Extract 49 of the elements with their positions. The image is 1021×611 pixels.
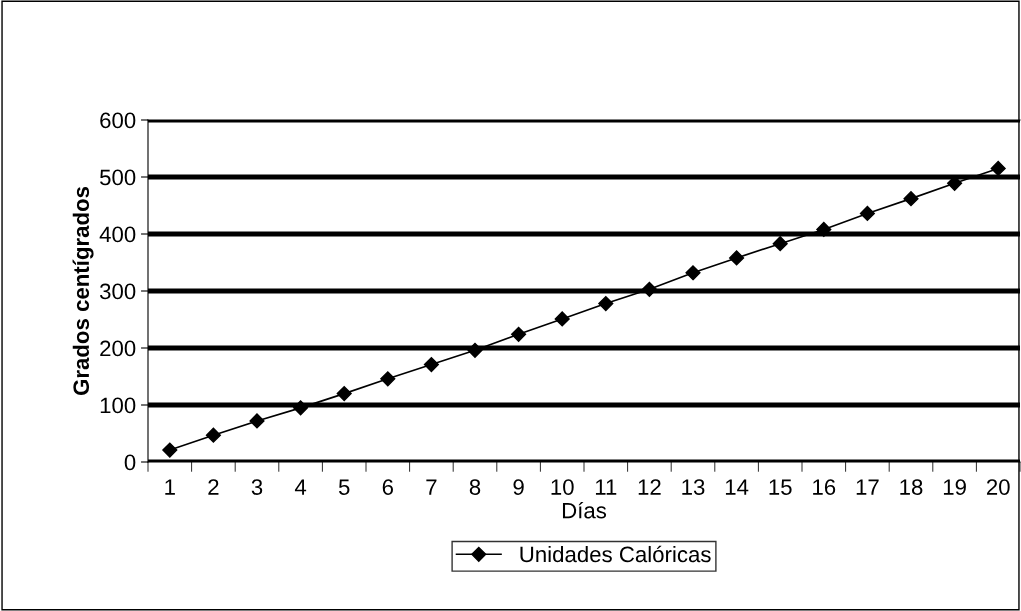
y-tick-label: 100 bbox=[100, 397, 136, 414]
point bbox=[467, 342, 483, 358]
x-tick-label: 5 bbox=[338, 479, 350, 495]
x-tick-label: 12 bbox=[638, 479, 661, 495]
legend-label: Unidades Calóricas bbox=[520, 545, 711, 563]
x-tick-label: 18 bbox=[900, 479, 923, 495]
x-tick-label: 17 bbox=[856, 479, 879, 495]
point bbox=[423, 356, 439, 373]
point bbox=[336, 386, 352, 402]
y-tick-label: 500 bbox=[100, 169, 136, 186]
x-tick-label: 16 bbox=[813, 479, 836, 495]
x-tick-label: 6 bbox=[382, 479, 393, 495]
point bbox=[380, 371, 396, 387]
point bbox=[293, 400, 309, 416]
y-tick-label: 300 bbox=[99, 283, 136, 300]
point bbox=[205, 427, 221, 443]
x-tick-label: 3 bbox=[251, 479, 263, 495]
point bbox=[249, 413, 265, 429]
point bbox=[511, 326, 527, 342]
x-tick-label: 20 bbox=[986, 479, 1010, 495]
x-tick-label: 14 bbox=[725, 479, 749, 495]
point bbox=[729, 250, 745, 266]
x-tick-label: 2 bbox=[208, 479, 219, 495]
point bbox=[641, 281, 657, 297]
x-tick-label: 11 bbox=[595, 479, 617, 495]
x-tick-label: 9 bbox=[513, 479, 524, 495]
point bbox=[162, 442, 178, 458]
x-tick-label: 7 bbox=[426, 479, 437, 495]
x-tick-label: 15 bbox=[769, 479, 792, 495]
x-tick-label: 13 bbox=[682, 479, 705, 495]
x-tick-label: 1 bbox=[165, 479, 175, 495]
y-tick-label: 200 bbox=[100, 340, 136, 357]
point bbox=[990, 160, 1006, 177]
x-tick-label: 4 bbox=[294, 479, 307, 495]
y-axis-title: Grados centígrados bbox=[72, 186, 94, 396]
point bbox=[772, 236, 788, 252]
x-tick-label: 8 bbox=[469, 479, 481, 495]
y-tick-label: 0 bbox=[124, 454, 136, 471]
y-tick-label: 400 bbox=[99, 226, 136, 243]
x-tick-label: 10 bbox=[551, 479, 574, 495]
x-tick-label: 19 bbox=[943, 479, 966, 495]
point bbox=[903, 191, 919, 207]
x-axis-title: Días bbox=[562, 501, 607, 519]
point bbox=[859, 205, 875, 222]
point bbox=[816, 221, 832, 238]
point bbox=[598, 295, 614, 312]
point bbox=[685, 265, 701, 281]
point bbox=[554, 311, 570, 327]
y-tick-label: 600 bbox=[100, 112, 136, 129]
